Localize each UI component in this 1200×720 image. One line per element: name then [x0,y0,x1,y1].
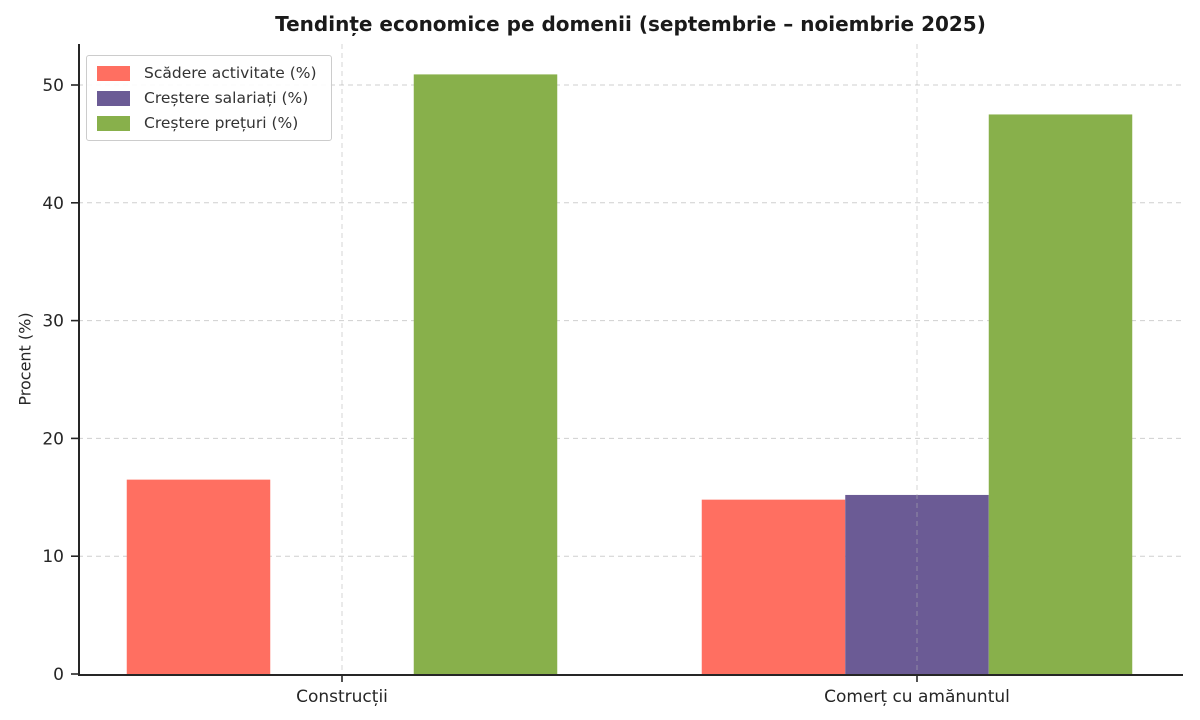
legend-label: Creștere prețuri (%) [144,114,299,132]
bar-s0-c0 [126,479,271,674]
y-tick-label-30: 30 [42,312,64,332]
legend-item: Creștere salariați (%) [97,89,321,107]
y-tick-label-50: 50 [42,76,64,96]
bar-s2-c0 [413,74,558,674]
bar-s0-c1 [701,499,846,674]
x-tick-label-0: Construcții [296,687,388,707]
y-tick-label-40: 40 [42,194,64,214]
legend-swatch-crestere-salariati [97,90,130,106]
legend-label: Creștere salariați (%) [144,89,309,107]
legend-label: Scădere activitate (%) [144,64,317,82]
legend-item: Creștere prețuri (%) [97,114,321,132]
y-tick-label-10: 10 [42,547,64,567]
legend-swatch-crestere-preturi [97,115,130,131]
y-tick-label-20: 20 [42,429,64,449]
y-tick-label-0: 0 [53,665,64,685]
bar-s2-c1 [988,114,1133,674]
legend-item: Scădere activitate (%) [97,64,321,82]
legend: Scădere activitate (%) Creștere salariaț… [86,55,332,141]
chart-title: Tendințe economice pe domenii (septembri… [275,12,986,36]
x-tick-label-1: Comerț cu amănuntul [824,687,1010,707]
legend-swatch-scadere-activitate [97,65,130,81]
